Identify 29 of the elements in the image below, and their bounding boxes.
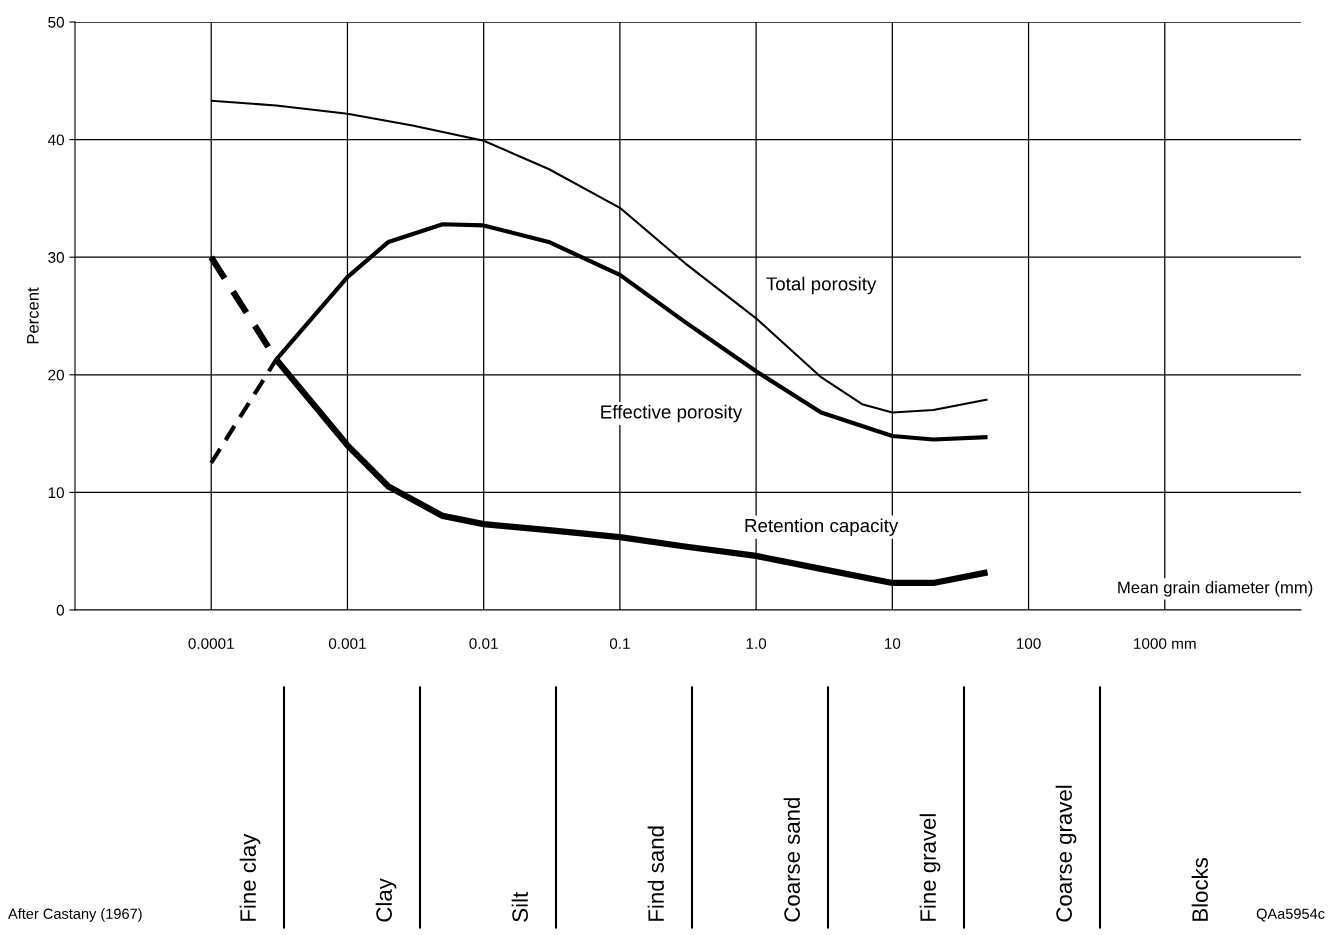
x-tick-label: 0.0001	[188, 638, 234, 649]
series-label: Retention capacity	[745, 518, 899, 536]
x-tick-label: 10	[885, 638, 901, 649]
y-tick-label: 10	[48, 487, 64, 499]
category-label: Blocks	[1191, 858, 1208, 921]
series-label: Total porosity	[766, 276, 877, 295]
x-tick-label: 1.0	[746, 638, 767, 649]
category-label: Coarse sand	[783, 798, 800, 922]
x-tick-label: 0.01	[469, 638, 498, 649]
y-tick-label: 30	[48, 252, 64, 263]
y-tick-label: 0	[56, 604, 64, 616]
category-label: Fine gravel	[919, 814, 941, 921]
x-tick-label: 0.1	[609, 638, 630, 649]
category-label: Find sand	[647, 826, 664, 921]
x-tick-label: 1000 mm	[1134, 638, 1196, 649]
x-tick-label: 100	[1016, 638, 1041, 649]
y-tick-label: 50	[48, 16, 64, 28]
text: QAa5954c	[1256, 908, 1325, 922]
y-axis-title: Percent	[27, 287, 39, 344]
category-label: Coarse gravel	[1055, 785, 1077, 922]
y-tick-label: 40	[47, 134, 64, 146]
category-label: Fine clay	[239, 833, 261, 921]
y-tick-label: 20	[48, 369, 64, 381]
x-tick-label: 0.001	[328, 638, 366, 649]
text: After Castany (1967)	[8, 908, 142, 922]
category-label: Silt	[511, 891, 528, 922]
series-label: Effective porosity	[601, 404, 743, 423]
category-label: Clay	[375, 878, 397, 922]
x-axis-title: Mean grain diameter (mm)	[1118, 581, 1313, 597]
